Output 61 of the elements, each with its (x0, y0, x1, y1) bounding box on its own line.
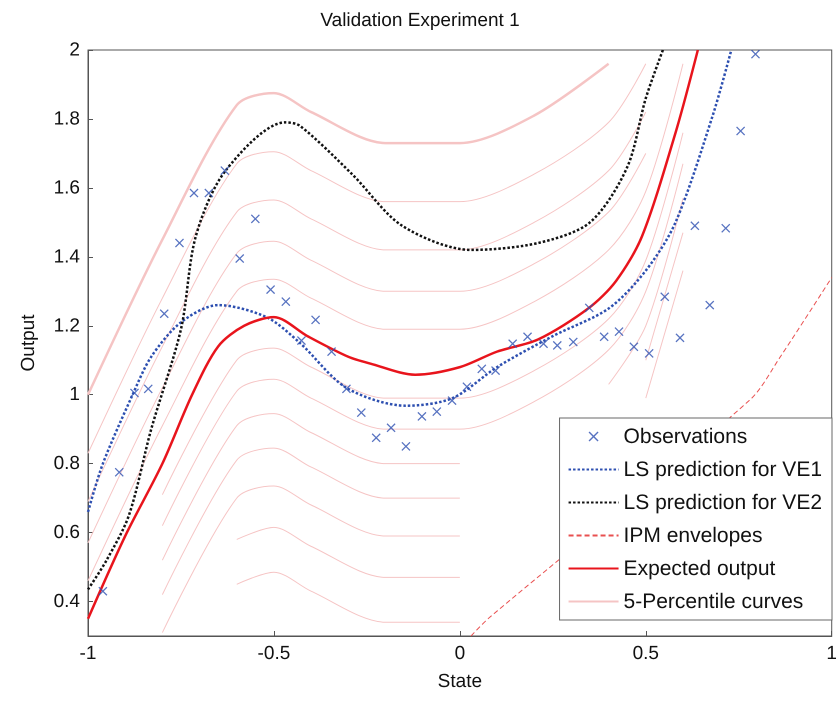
point (327, 347, 336, 356)
y-tick-label: 0.8 (54, 453, 80, 474)
point (750, 50, 760, 59)
point (144, 384, 153, 394)
point (417, 412, 426, 421)
chart-title: Validation Experiment 1 (320, 10, 520, 31)
x-tick-label: 0.5 (632, 643, 659, 664)
x-tick-label: -1 (80, 643, 96, 664)
point (539, 339, 548, 348)
x-tick-label: 1 (826, 643, 838, 664)
point (568, 337, 578, 346)
point (266, 285, 276, 294)
x-axis-title: State (438, 671, 482, 692)
y-tick-label: 1 (69, 384, 80, 406)
point (644, 348, 654, 358)
point (477, 364, 486, 374)
point (401, 442, 410, 451)
point (98, 586, 108, 596)
legend-label: IPM envelopes (624, 524, 762, 547)
point (342, 384, 351, 394)
point (676, 333, 684, 342)
legend-label: Observations (624, 425, 748, 448)
legend-label: 5-Percentile curves (624, 590, 804, 613)
point (356, 408, 366, 418)
point (250, 214, 260, 224)
point (690, 221, 700, 230)
y-tick-label: 0.6 (54, 522, 80, 544)
point (235, 254, 244, 264)
legend-label: LS prediction for VE2 (624, 491, 822, 514)
point (523, 332, 532, 342)
point (629, 342, 638, 352)
line-series (236, 526, 460, 578)
y-tick-label: 1.8 (54, 108, 80, 130)
point (448, 396, 457, 406)
y-tick-label: 2 (69, 40, 80, 60)
y-tick-label: 0.4 (54, 591, 80, 612)
point (311, 315, 320, 324)
point (736, 126, 746, 136)
y-tick-label: 1.6 (54, 177, 80, 198)
legend-label: LS prediction for VE1 (624, 458, 822, 481)
point (552, 340, 562, 350)
point (432, 407, 442, 416)
point (204, 188, 214, 198)
x-tick-label: -0.5 (258, 643, 290, 664)
line-series (86, 62, 610, 396)
point (600, 332, 609, 342)
y-tick-label: 1.4 (54, 246, 80, 268)
point (386, 423, 396, 432)
point (491, 366, 500, 376)
line-series (236, 572, 460, 623)
point (220, 166, 230, 176)
point (296, 336, 306, 346)
point (705, 300, 714, 310)
point (508, 339, 518, 348)
point (462, 382, 472, 392)
point (614, 327, 624, 336)
point (281, 297, 290, 306)
x-tick-label: 0 (454, 643, 466, 664)
y-axis-title: Output (18, 314, 39, 372)
legend-label: Expected output (624, 557, 776, 580)
y-tick-label: 1.2 (54, 315, 80, 336)
